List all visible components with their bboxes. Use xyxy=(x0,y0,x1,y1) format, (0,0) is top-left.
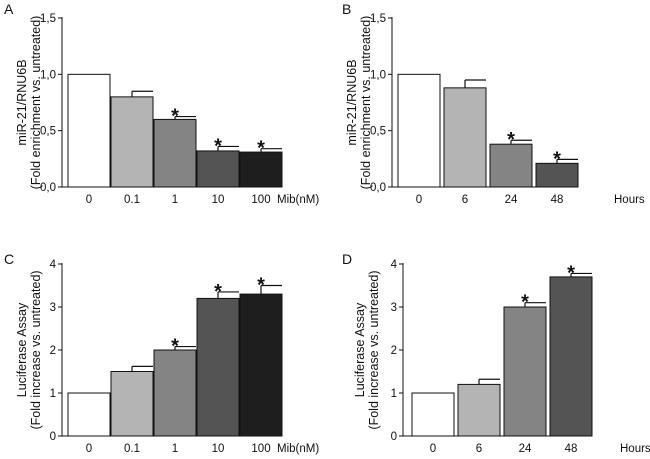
y-tick-label: 0 xyxy=(50,431,56,443)
x-unit-label: Hours xyxy=(614,194,645,206)
y-tick-label: 1 xyxy=(391,388,397,400)
y-tick-label: 1,5 xyxy=(370,13,386,25)
x-tick-label: 24 xyxy=(505,194,518,206)
significance-star: * xyxy=(553,148,561,170)
significance-star: * xyxy=(214,135,222,157)
y-axis-label: miR-21/RNU6B xyxy=(15,59,29,145)
panel-letter: A xyxy=(4,1,14,17)
significance-star: * xyxy=(171,106,179,128)
panel-b: B 0,0 0,5 1,0 1,5 miR-21/RNU6B (Fold enrichmen… xyxy=(342,1,645,206)
y-tick-label: 2 xyxy=(50,345,56,357)
x-unit-label: Hours xyxy=(620,443,650,455)
panel-c: C 0 1 2 3 4 Luciferase Assay (Fold increase vs.… xyxy=(4,251,319,455)
x-tick-label: 6 xyxy=(462,194,468,206)
y-axis-label: miR-21/RNU6B xyxy=(345,59,359,145)
x-tick-label: 0 xyxy=(86,194,92,206)
x-tick-label: 0.1 xyxy=(124,194,140,206)
x-tick-label: 24 xyxy=(519,443,532,455)
bar-100 xyxy=(239,293,283,437)
x-tick-label: 1 xyxy=(172,194,178,206)
panel-letter: B xyxy=(342,1,351,17)
bar-10 xyxy=(196,297,240,437)
panel-a: A 0,0 0,5 1,0 1,5 miR-21/RNU6B (Fold enrichmen… xyxy=(4,1,319,206)
x-tick-label: 100 xyxy=(251,443,270,455)
bar-0 xyxy=(411,392,455,437)
bar-10 xyxy=(196,150,240,188)
bar-0 xyxy=(67,392,111,437)
y-axis-label-sub: (Fold increase vs. untreated) xyxy=(29,270,43,429)
y-axis-label-sub: (Fold increase vs. untreated) xyxy=(367,270,381,429)
y-tick-label: 4 xyxy=(391,259,398,271)
y-tick-label: 3 xyxy=(50,302,56,314)
x-unit-label: Mib(nM) xyxy=(277,443,319,455)
y-tick-label: 0 xyxy=(391,431,397,443)
y-tick-label: 3 xyxy=(391,302,397,314)
significance-star: * xyxy=(257,138,265,160)
y-tick-label: 2 xyxy=(391,345,397,357)
significance-star: * xyxy=(171,336,179,358)
bar-24 xyxy=(503,306,547,437)
y-tick-label: 0,0 xyxy=(40,182,56,194)
bar-48 xyxy=(535,162,579,188)
panel-letter: C xyxy=(4,251,14,267)
significance-star: * xyxy=(521,292,529,314)
bar-48 xyxy=(549,276,593,437)
y-axis-label-sub: (Fold enrichment vs. untreated) xyxy=(359,16,373,190)
bar-6 xyxy=(457,383,501,437)
panel-d: D 0 1 2 3 4 Luciferase Assay (Fold increase vs.… xyxy=(342,251,650,455)
y-tick-label: 4 xyxy=(50,259,57,271)
significance-star: * xyxy=(567,262,575,284)
y-tick-label: 1 xyxy=(50,388,56,400)
y-tick-label: 1,0 xyxy=(40,69,56,81)
y-tick-label: 1,5 xyxy=(40,13,56,25)
significance-star: * xyxy=(257,275,265,297)
x-tick-label: 48 xyxy=(565,443,578,455)
significance-star: * xyxy=(214,281,222,303)
y-axis-label: Luciferase Assay xyxy=(15,302,29,397)
significance-star: * xyxy=(507,129,515,151)
y-tick-label: 0,0 xyxy=(370,182,386,194)
bar-0.1 xyxy=(110,371,154,437)
x-unit-label: Mib(nM) xyxy=(277,194,319,206)
y-axis-label-sub: (Fold enrichment vs. untreated) xyxy=(29,16,43,190)
x-tick-label: 6 xyxy=(476,443,482,455)
bar-0.1 xyxy=(110,96,154,188)
bar-24 xyxy=(489,143,533,188)
x-tick-label: 48 xyxy=(551,194,564,206)
bar-0 xyxy=(397,73,441,188)
bar-1 xyxy=(153,349,197,437)
panel-letter: D xyxy=(342,251,352,267)
x-tick-label: 0 xyxy=(430,443,436,455)
x-tick-label: 10 xyxy=(212,443,225,455)
x-tick-label: 10 xyxy=(212,194,225,206)
bar-1 xyxy=(153,118,197,188)
x-tick-label: 0.1 xyxy=(124,443,140,455)
y-tick-label: 0,5 xyxy=(40,126,56,138)
x-tick-label: 0 xyxy=(416,194,422,206)
y-axis-label: Luciferase Assay xyxy=(353,302,367,397)
bar-100 xyxy=(239,151,283,188)
x-tick-label: 1 xyxy=(172,443,178,455)
x-tick-label: 0 xyxy=(86,443,92,455)
bar-0 xyxy=(67,73,111,188)
bar-6 xyxy=(443,87,487,188)
x-tick-label: 100 xyxy=(251,194,270,206)
y-tick-label: 1,0 xyxy=(370,69,386,81)
y-tick-label: 0,5 xyxy=(370,126,386,138)
